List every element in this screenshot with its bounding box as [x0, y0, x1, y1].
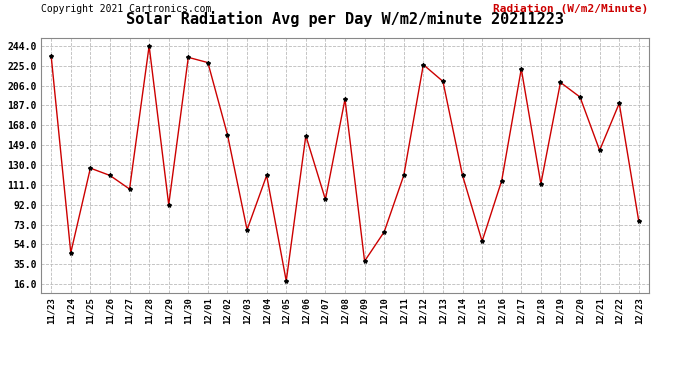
Text: Copyright 2021 Cartronics.com: Copyright 2021 Cartronics.com	[41, 4, 212, 14]
Text: Radiation (W/m2/Minute): Radiation (W/m2/Minute)	[493, 4, 649, 14]
Text: Solar Radiation Avg per Day W/m2/minute 20211223: Solar Radiation Avg per Day W/m2/minute …	[126, 11, 564, 27]
